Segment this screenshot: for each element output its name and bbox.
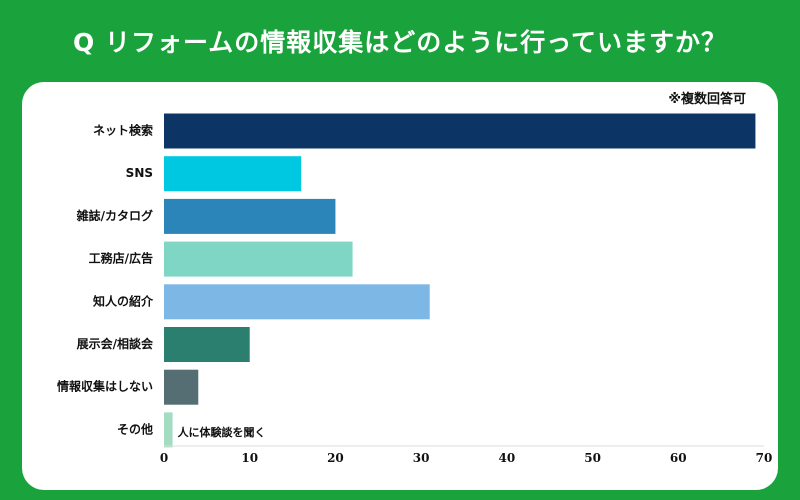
category-label-1: SNS bbox=[126, 166, 153, 180]
annotations-group: 人に体験談を聞く bbox=[178, 425, 266, 439]
bars-group bbox=[164, 113, 756, 448]
bar-6 bbox=[164, 369, 199, 405]
x-tick-30: 30 bbox=[413, 451, 430, 465]
bar-4 bbox=[164, 284, 430, 320]
category-label-7: その他 bbox=[117, 421, 153, 436]
x-tick-0: 0 bbox=[160, 451, 168, 465]
question-title: Q リフォームの情報収集はどのように行っていますか？ bbox=[73, 28, 727, 57]
x-tick-20: 20 bbox=[327, 451, 344, 465]
bar-1 bbox=[164, 156, 302, 192]
multiple-answer-note: ※複数回答可 bbox=[668, 92, 746, 107]
x-tick-60: 60 bbox=[670, 451, 687, 465]
category-label-3: 工務店/広告 bbox=[89, 251, 153, 266]
x-tick-70: 70 bbox=[756, 451, 773, 465]
x-tick-labels: 0 10 20 30 40 50 60 70 bbox=[160, 451, 773, 465]
annotation-0: 人に体験談を聞く bbox=[178, 425, 266, 439]
x-tick-50: 50 bbox=[584, 451, 601, 465]
bar-7 bbox=[164, 412, 173, 448]
category-label-5: 展示会/相談会 bbox=[77, 336, 154, 351]
category-label-2: 雑誌/カタログ bbox=[76, 208, 153, 223]
bar-2 bbox=[164, 198, 336, 234]
bar-0 bbox=[164, 113, 756, 149]
category-label-6: 情報収集はしない bbox=[57, 379, 153, 394]
x-tick-10: 10 bbox=[241, 451, 258, 465]
category-label-4: 知人の紹介 bbox=[92, 293, 154, 308]
x-tick-40: 40 bbox=[499, 451, 516, 465]
bar-5 bbox=[164, 327, 250, 362]
bar-3 bbox=[164, 241, 353, 277]
bar-chart: ネット検索 SNS 雑誌/カタログ工務店/広告知人の紹介展示会/相談会情報収集はしな… bbox=[57, 113, 773, 465]
chart-card: ※複数回答可 ネット検索 SNS 雑誌/カタログ工務店/広告 知人の紹介展示会/相談会… bbox=[22, 82, 778, 490]
category-label-0: ネット検索 bbox=[93, 123, 153, 138]
category-labels: ネット検索 SNS 雑誌/カタログ工務店/広告知人の紹介展示会/相談会情報収集はしな… bbox=[57, 123, 154, 437]
